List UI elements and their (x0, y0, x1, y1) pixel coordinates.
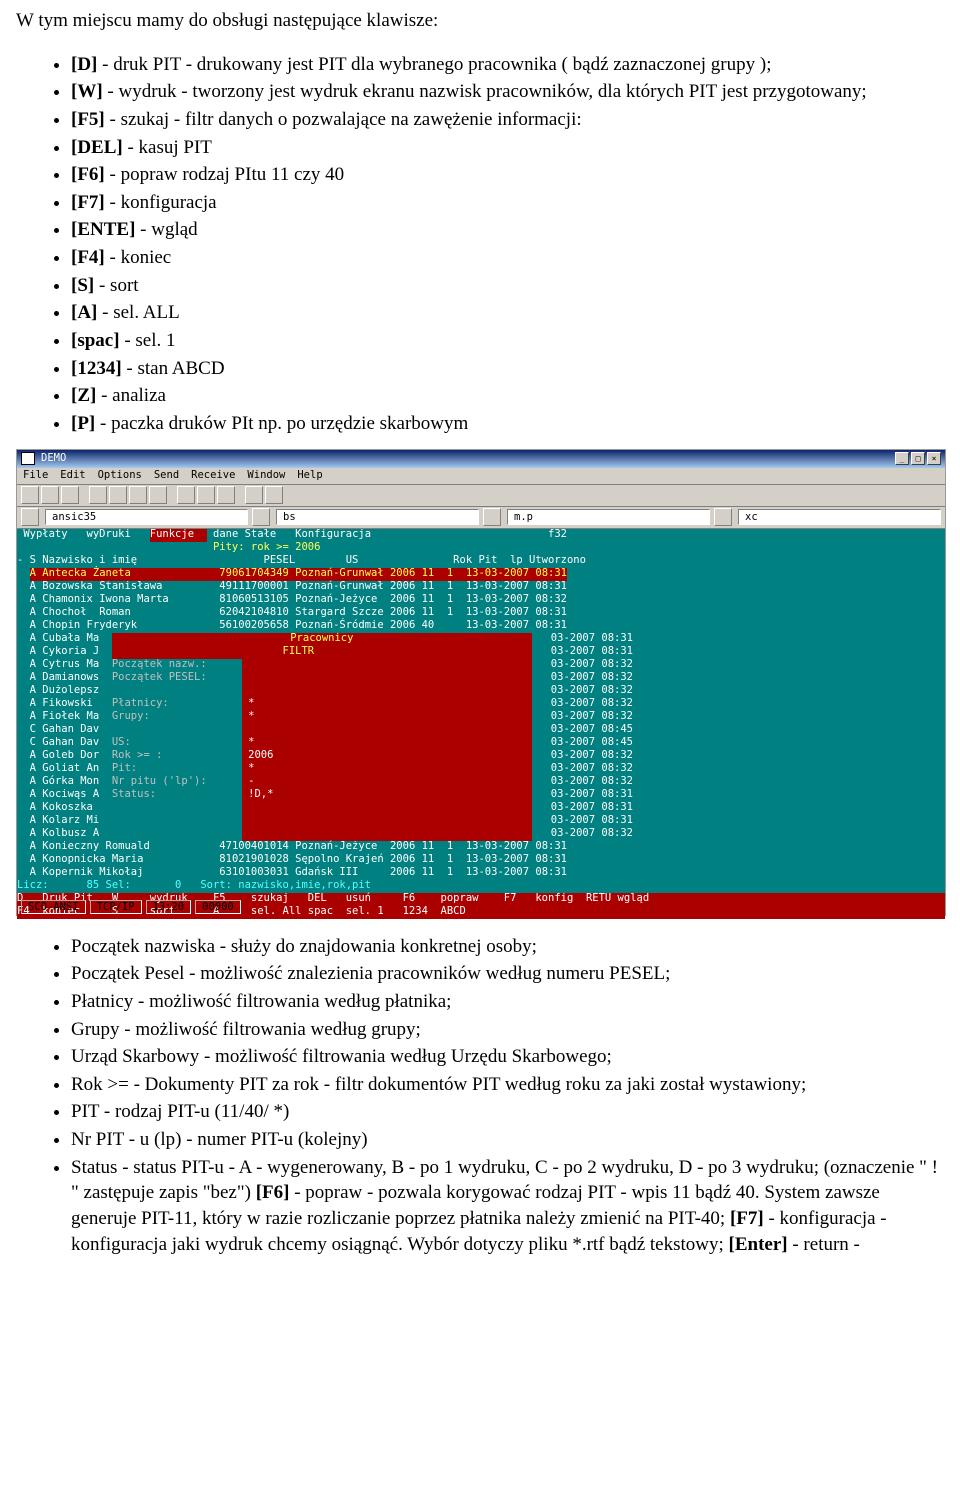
tool-bar (17, 485, 945, 507)
sys-icon (21, 452, 35, 465)
post-item: Urząd Skarbowy - możliwość filtrowania w… (71, 1044, 944, 1070)
intro-text: W tym miejscu mamy do obsługi następując… (16, 8, 944, 34)
field-icon (21, 508, 39, 526)
menu-item[interactable]: Window (247, 470, 285, 481)
menu-item[interactable]: Receive (191, 470, 235, 481)
key-item: [1234] - stan ABCD (71, 356, 944, 382)
close-button[interactable]: × (927, 452, 941, 465)
maximize-button[interactable]: □ (911, 452, 925, 465)
toolbar-icon[interactable] (149, 486, 167, 504)
toolbar-icon[interactable] (265, 486, 283, 504)
key-item: [D] - druk PIT - drukowany jest PIT dla … (71, 52, 944, 78)
post-item: Płatnicy - możliwość filtrowania według … (71, 989, 944, 1015)
menu-item[interactable]: Send (154, 470, 179, 481)
post-item: Początek nazwiska - służy do znajdowania… (71, 934, 944, 960)
toolbar-icon[interactable] (41, 486, 59, 504)
toolbar-icon[interactable] (21, 486, 39, 504)
key-item: [P] - paczka druków PIt np. po urzędzie … (71, 411, 944, 437)
toolbar-icon[interactable] (197, 486, 215, 504)
status-cell: TCP/IP (90, 900, 142, 914)
post-item: Rok >= - Dokumenty PIT za rok - filtr do… (71, 1072, 944, 1098)
window-title: DEMO (41, 453, 66, 464)
key-item: [Z] - analiza (71, 383, 944, 409)
field-input[interactable]: m.p (507, 509, 710, 525)
post-item: Status - status PIT-u - A - wygenerowany… (71, 1155, 944, 1258)
window-titlebar: DEMO _ □ × (17, 450, 945, 468)
status-cell: SCO-ANSI (21, 900, 86, 914)
post-item: Nr PIT - u (lp) - numer PIT-u (kolejny) (71, 1127, 944, 1153)
post-item: PIT - rodzaj PIT-u (11/40/ *) (71, 1099, 944, 1125)
menu-item[interactable]: Options (98, 470, 142, 481)
menu-bar: File Edit Options Send Receive Window Help (17, 468, 945, 485)
menu-item[interactable]: File (23, 470, 48, 481)
key-item: [S] - sort (71, 273, 944, 299)
key-item: [F5] - szukaj - filtr danych o pozwalają… (71, 107, 944, 133)
toolbar-icon[interactable] (109, 486, 127, 504)
field-bar: ansic35 bs m.p xc (17, 507, 945, 529)
field-input[interactable]: xc (738, 509, 941, 525)
field-icon (252, 508, 270, 526)
menu-item[interactable]: Edit (60, 470, 85, 481)
toolbar-icon[interactable] (61, 486, 79, 504)
key-item: [A] - sel. ALL (71, 300, 944, 326)
toolbar-icon[interactable] (245, 486, 263, 504)
toolbar-icon[interactable] (129, 486, 147, 504)
key-list: [D] - druk PIT - drukowany jest PIT dla … (71, 52, 944, 437)
field-icon (483, 508, 501, 526)
field-icon (714, 508, 732, 526)
key-item: [W] - wydruk - tworzony jest wydruk ekra… (71, 79, 944, 105)
key-item: [ENTE] - wgląd (71, 217, 944, 243)
toolbar-icon[interactable] (177, 486, 195, 504)
key-item: [F7] - konfiguracja (71, 190, 944, 216)
key-item: [spac] - sel. 1 (71, 328, 944, 354)
terminal-area: Wypłaty wyDruki Funkcje dane Stałe Konfi… (17, 529, 945, 899)
status-cell: 13:20 (146, 900, 192, 914)
field-input[interactable]: bs (276, 509, 479, 525)
menu-item[interactable]: Help (297, 470, 322, 481)
minimize-button[interactable]: _ (895, 452, 909, 465)
key-item: [F6] - popraw rodzaj PItu 11 czy 40 (71, 162, 944, 188)
field-input[interactable]: ansic35 (45, 509, 248, 525)
post-item: Początek Pesel - możliwość znalezienia p… (71, 961, 944, 987)
post-item: Grupy - możliwość filtrowania według gru… (71, 1017, 944, 1043)
terminal-screenshot: DEMO _ □ × File Edit Options Send Receive Win… (16, 449, 946, 916)
key-item: [DEL] - kasuj PIT (71, 135, 944, 161)
post-list: Początek nazwiska - służy do znajdowania… (71, 934, 944, 1258)
key-item: [F4] - koniec (71, 245, 944, 271)
status-cell: 00000 (195, 900, 241, 914)
toolbar-icon[interactable] (217, 486, 235, 504)
toolbar-icon[interactable] (89, 486, 107, 504)
